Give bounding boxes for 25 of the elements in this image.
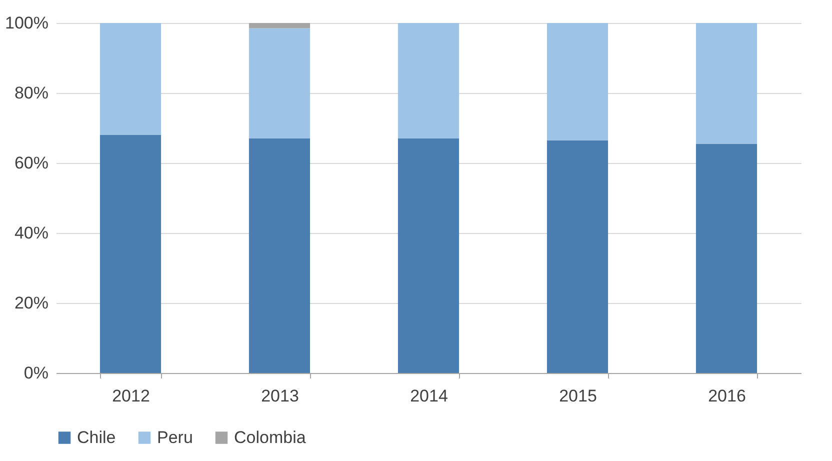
y-tick-label: 0% bbox=[24, 364, 48, 382]
bar bbox=[100, 23, 162, 135]
legend-label: Colombia bbox=[234, 428, 306, 447]
legend-label: Peru bbox=[157, 428, 193, 447]
y-tick-label: 100% bbox=[5, 14, 48, 32]
bar bbox=[546, 23, 608, 140]
bar bbox=[248, 23, 310, 28]
x-tick-label: 2012 bbox=[112, 386, 150, 406]
x-tick-label: 2016 bbox=[708, 386, 746, 406]
x-tick-label: 2014 bbox=[410, 386, 448, 406]
y-tick-label: 60% bbox=[14, 154, 48, 172]
bar bbox=[100, 135, 162, 373]
x-tick-label: 2015 bbox=[559, 386, 597, 406]
y-tick-label: 40% bbox=[14, 224, 48, 242]
legend-label: Chile bbox=[77, 428, 116, 447]
bar bbox=[248, 138, 310, 373]
x-tick-label: 2013 bbox=[261, 386, 299, 406]
bar bbox=[696, 144, 758, 373]
y-tick-label: 80% bbox=[14, 84, 48, 102]
bar bbox=[546, 140, 608, 373]
bar bbox=[248, 28, 310, 138]
bar bbox=[398, 138, 460, 373]
bar bbox=[696, 23, 758, 144]
bar bbox=[398, 23, 460, 138]
y-tick-label: 20% bbox=[14, 294, 48, 312]
